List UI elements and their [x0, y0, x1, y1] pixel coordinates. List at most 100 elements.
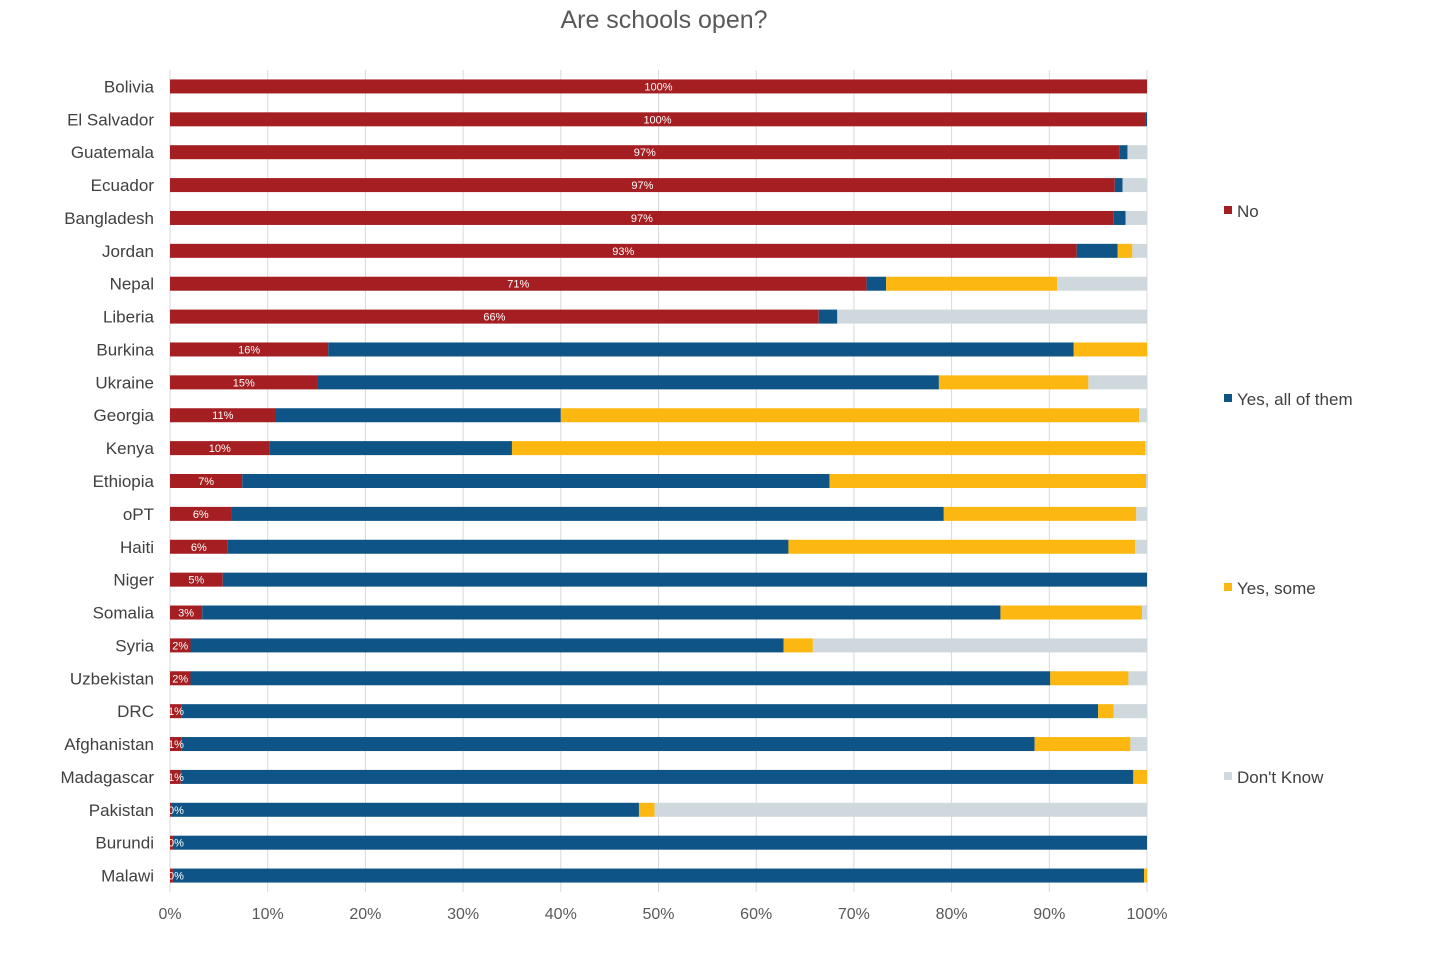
bar-segment [170, 474, 243, 488]
bar-segment [1119, 145, 1128, 160]
x-tick-labels: 0% 10% 20% 30% 40% 50% 60% 70% 80% 90% 100% [158, 906, 1167, 923]
category-label: Somalia [93, 604, 155, 623]
data-label: 3% [178, 608, 194, 620]
x-tick-label: 50% [642, 906, 674, 923]
data-label: 0% [168, 805, 184, 817]
bar-segment [170, 441, 270, 456]
bar-segment [170, 178, 1115, 193]
bar-segment [231, 506, 944, 521]
bar-segment [866, 276, 887, 291]
bar-segment [170, 309, 819, 324]
x-tick-label: 0% [158, 906, 181, 923]
bar-segment [1128, 671, 1147, 686]
bar-segment [170, 276, 867, 291]
bar-segment [170, 671, 191, 686]
category-label: oPT [123, 505, 154, 524]
data-label: 15% [233, 377, 255, 389]
bar-segment [170, 704, 182, 719]
data-label: 0% [168, 871, 184, 883]
x-tick-label: 20% [349, 906, 381, 923]
category-label: Niger [113, 571, 154, 590]
bar-segment [172, 868, 1145, 883]
category-label: DRC [117, 702, 154, 721]
category-label: Madagascar [60, 768, 154, 787]
bar-segment [1132, 243, 1147, 258]
legend-swatch [1224, 772, 1232, 780]
bar-segment [170, 605, 203, 620]
data-label: 10% [209, 443, 231, 455]
bar-segment [1073, 342, 1147, 357]
category-label: Malawi [101, 867, 154, 886]
bar-segment [202, 605, 1001, 620]
category-label: Jordan [102, 242, 154, 261]
bar-segment [1122, 178, 1147, 193]
x-tick-label: 90% [1033, 906, 1065, 923]
category-label: Bolivia [104, 77, 155, 96]
x-tick-label: 60% [740, 906, 772, 923]
category-label: Nepal [110, 275, 154, 294]
x-tick-label: 40% [545, 906, 577, 923]
bar-segment [1133, 769, 1147, 784]
bar-segment [560, 408, 1140, 423]
category-label: Ukraine [95, 373, 154, 392]
category-label: Kenya [106, 439, 155, 458]
bar-segment [222, 572, 1147, 587]
bar-segment [170, 539, 228, 554]
bar-segment [190, 638, 784, 653]
data-label: 5% [188, 575, 204, 587]
legend-label: Yes, all of them [1237, 390, 1353, 409]
category-label: El Salvador [67, 110, 154, 129]
bar-segment [172, 835, 1147, 850]
category-label: Liberia [103, 308, 155, 327]
bar-segment [170, 408, 276, 423]
bar-segment [317, 375, 939, 390]
bar-segment [1114, 178, 1123, 193]
bar-segment [829, 474, 1147, 488]
legend-label: Don't Know [1237, 768, 1324, 787]
bar-segment [170, 835, 173, 850]
bar-segment [1145, 112, 1147, 127]
bar-segment [1117, 243, 1133, 258]
category-label: Burundi [95, 834, 154, 853]
bar-segment [1000, 605, 1143, 620]
bar-segment [1136, 506, 1147, 521]
legend-label: No [1237, 202, 1259, 221]
bar-segment [1125, 210, 1147, 225]
bar-segment [837, 309, 1147, 324]
data-label: 6% [193, 509, 209, 521]
bar-segment [180, 769, 1134, 784]
category-label: Pakistan [89, 801, 154, 820]
bar-segment [1135, 539, 1147, 554]
bar-segment [170, 342, 329, 357]
bar-segment [1144, 868, 1147, 883]
bar-segment [1146, 474, 1148, 488]
data-label: 71% [507, 279, 529, 291]
data-label: 6% [191, 542, 207, 554]
bars: 100% 100% 97% 97% 97% 93% 71% 66% 16% 15% 11% 10% 7%… [168, 79, 1148, 883]
data-label: 100% [643, 114, 671, 126]
data-label: 100% [644, 81, 672, 93]
bar-segment [1034, 737, 1131, 752]
chart-title: Are schools open? [560, 6, 767, 34]
bar-segment [788, 539, 1136, 554]
bar-segment [170, 375, 318, 390]
bar-segment [269, 441, 512, 456]
bar-segment [328, 342, 1074, 357]
legend-swatch [1224, 394, 1232, 402]
bar-segment [227, 539, 789, 554]
bar-segment [1113, 704, 1147, 719]
bar-segment [170, 506, 232, 521]
bar-segment [1130, 737, 1147, 752]
category-label: Georgia [94, 406, 155, 425]
legend-swatch [1224, 583, 1232, 591]
bar-segment [654, 802, 1147, 817]
category-label: Syria [115, 636, 154, 655]
bar-segment [170, 79, 1147, 94]
bar-segment [1057, 276, 1147, 291]
category-label: Uzbekistan [70, 669, 154, 688]
legend: No Yes, all of them Yes, some Don't Know [1224, 202, 1353, 787]
bar-segment [938, 375, 1089, 390]
bar-segment [275, 408, 561, 423]
bar-segment [1145, 441, 1147, 456]
